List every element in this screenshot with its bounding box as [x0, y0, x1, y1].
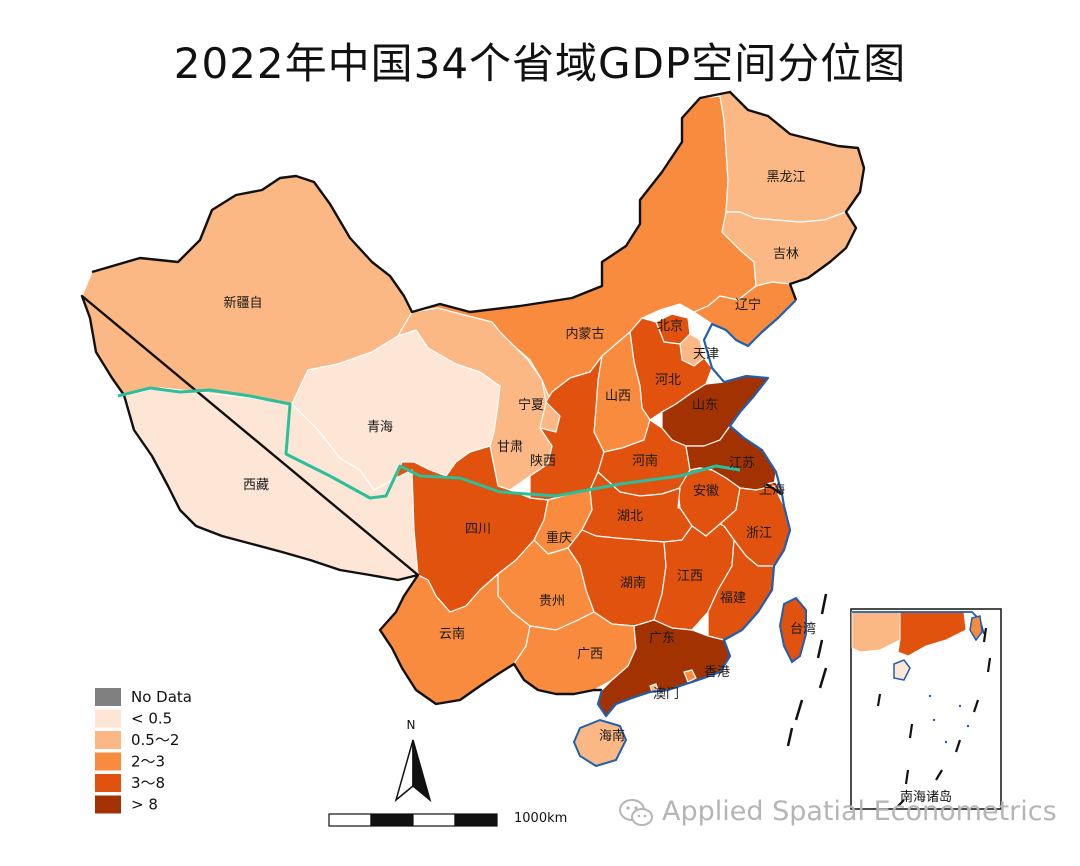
- region-label-shanghai: 上海: [759, 483, 785, 498]
- inset-dash-segment: [972, 699, 980, 713]
- region-label-shanxi: 山西: [605, 389, 631, 404]
- legend-swatch: [95, 731, 121, 749]
- legend-label: 3～8: [131, 774, 165, 792]
- legend-swatch: [95, 688, 121, 706]
- inset-island-dot: [944, 740, 948, 744]
- region-label-henan: 河南: [632, 453, 658, 469]
- legend-swatch: [95, 752, 121, 771]
- region-label-jiangxi: 江西: [677, 569, 703, 584]
- legend-label: 2～3: [131, 753, 165, 771]
- inset-dash-segment: [897, 799, 905, 807]
- legend-swatch: [95, 774, 121, 792]
- region-label-neimenggu: 内蒙古: [565, 326, 604, 342]
- region-label-macau: 澳门: [653, 686, 679, 702]
- region-label-qinghai: 青海: [367, 420, 393, 435]
- wechat-icon: [619, 798, 653, 826]
- region-label-shaanxi: 陕西: [530, 454, 556, 469]
- inset-dash-segment: [935, 769, 943, 781]
- watermark: Applied Spatial Econometrics: [618, 796, 1057, 828]
- region-label-gansu: 甘肃: [497, 440, 523, 455]
- region-label-shandong: 山东: [692, 398, 718, 413]
- inset-island-dot: [966, 724, 970, 728]
- inset-dash-segment: [908, 723, 914, 739]
- divider-line: [117, 386, 741, 500]
- scale-label: 1000km: [514, 811, 567, 826]
- coastline: [596, 299, 797, 718]
- region-label-guangdong: 广东: [649, 631, 675, 646]
- dash-line-segment: [820, 593, 828, 615]
- inset-label: 南海诸岛: [900, 789, 952, 805]
- north-arrow-left: [394, 739, 414, 803]
- dash-line-segment: [816, 639, 824, 659]
- dash-line-segment: [794, 699, 804, 721]
- region-label-heilongjiang: 黑龙江: [766, 170, 805, 185]
- north-arrow: N: [394, 718, 432, 803]
- region-label-liaoning: 辽宁: [735, 297, 761, 313]
- legend-label: > 8: [131, 796, 158, 814]
- legend-label: No Data: [131, 688, 192, 706]
- region-label-xinjiang: 新疆自: [223, 295, 262, 311]
- watermark-text: Applied Spatial Econometrics: [662, 796, 1057, 827]
- inset-taiwan: [969, 615, 983, 642]
- region-label-jilin: 吉林: [773, 247, 799, 262]
- region-label-hongkong: 香港: [704, 665, 730, 680]
- inset-south-china-sea: 南海诸岛: [850, 608, 1002, 810]
- scale-segment: [412, 813, 456, 827]
- region-label-hebei: 河北: [655, 373, 681, 388]
- region-label-taiwan: 台湾: [790, 621, 816, 637]
- inset-hainan: [893, 659, 911, 681]
- legend-label: < 0.5: [131, 710, 172, 728]
- scale-segment: [454, 813, 498, 827]
- region-hongkong: [683, 669, 697, 683]
- region-label-sichuan: 四川: [465, 522, 491, 537]
- legend-swatch: [95, 709, 121, 728]
- region-label-hubei: 湖北: [617, 509, 643, 524]
- island-coast-hainan: [572, 718, 628, 768]
- region-label-chongqing: 重庆: [546, 530, 572, 546]
- region-macau: [649, 683, 659, 693]
- inset-dash-segment: [876, 693, 882, 707]
- scale-bar: 1000km: [328, 811, 567, 827]
- island-coast-taiwan: [778, 596, 807, 664]
- inset-island-dot: [928, 694, 932, 698]
- region-label-fujian: 福建: [720, 591, 746, 606]
- legend: No Data < 0.5 0.5～2 2～3 3～8 > 8: [95, 688, 192, 814]
- north-arrow-right: [412, 739, 432, 803]
- legend-swatch: [95, 795, 121, 814]
- region-label-guizhou: 贵州: [539, 594, 565, 609]
- region-label-ningxia: 宁夏: [518, 397, 544, 413]
- inset-island-dot: [958, 704, 962, 708]
- inset-dash-segment: [982, 627, 988, 643]
- scale-segment: [370, 813, 414, 827]
- inset-dash-segment: [954, 739, 962, 753]
- dash-line-segment: [818, 667, 828, 689]
- region-label-tianjin: 天津: [693, 347, 719, 362]
- north-label: N: [407, 718, 416, 732]
- region-label-beijing: 北京: [657, 319, 683, 334]
- inset-dash-segment: [986, 657, 992, 673]
- region-label-xizang: 西藏: [243, 478, 269, 493]
- region-label-anhui: 安徽: [693, 484, 719, 499]
- region-label-yunnan: 云南: [439, 626, 465, 642]
- region-label-zhejiang: 浙江: [746, 526, 772, 541]
- inset-dash-segment: [904, 769, 910, 785]
- inset-guangdong: [897, 611, 967, 657]
- dash-line-segment: [786, 727, 794, 747]
- region-label-hainan: 海南: [599, 728, 625, 744]
- scale-segment: [328, 813, 372, 827]
- region-label-guangxi: 广西: [577, 647, 603, 662]
- legend-label: 0.5～2: [131, 731, 179, 749]
- inset-island-dot: [932, 718, 936, 722]
- region-label-jiangsu: 江苏: [729, 455, 755, 471]
- region-label-hunan: 湖南: [620, 575, 646, 591]
- national-border: [80, 90, 866, 706]
- map-title: 2022年中国34个省域GDP空间分位图: [173, 39, 907, 88]
